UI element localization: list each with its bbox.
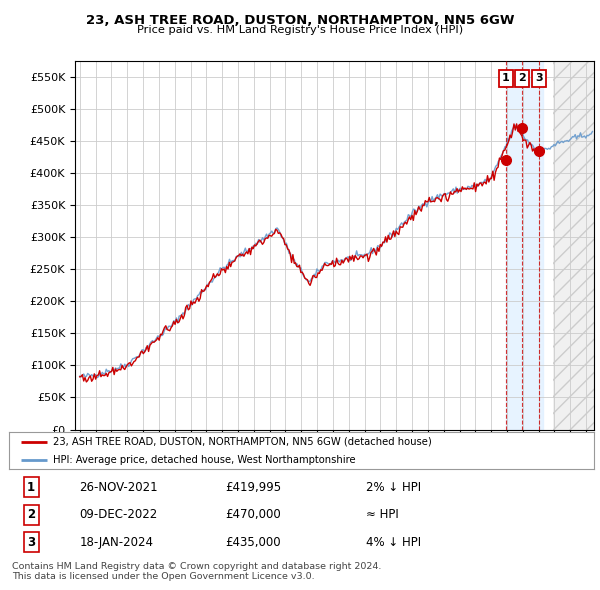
Text: £419,995: £419,995 <box>226 481 281 494</box>
Text: 18-JAN-2024: 18-JAN-2024 <box>79 536 153 549</box>
Text: 2: 2 <box>518 74 526 83</box>
Bar <box>506 61 544 430</box>
Bar <box>553 61 594 430</box>
Text: 1: 1 <box>502 74 509 83</box>
Text: Price paid vs. HM Land Registry's House Price Index (HPI): Price paid vs. HM Land Registry's House … <box>137 25 463 35</box>
Text: 23, ASH TREE ROAD, DUSTON, NORTHAMPTON, NN5 6GW: 23, ASH TREE ROAD, DUSTON, NORTHAMPTON, … <box>86 14 514 27</box>
Text: 4% ↓ HPI: 4% ↓ HPI <box>366 536 421 549</box>
Text: 1: 1 <box>27 481 35 494</box>
Text: 23, ASH TREE ROAD, DUSTON, NORTHAMPTON, NN5 6GW (detached house): 23, ASH TREE ROAD, DUSTON, NORTHAMPTON, … <box>53 437 431 447</box>
Text: £470,000: £470,000 <box>226 508 281 522</box>
Text: 2: 2 <box>27 508 35 522</box>
Text: Contains HM Land Registry data © Crown copyright and database right 2024.
This d: Contains HM Land Registry data © Crown c… <box>12 562 382 581</box>
Text: 3: 3 <box>536 74 543 83</box>
Text: ≈ HPI: ≈ HPI <box>366 508 398 522</box>
Text: 26-NOV-2021: 26-NOV-2021 <box>79 481 158 494</box>
Text: 3: 3 <box>27 536 35 549</box>
Text: HPI: Average price, detached house, West Northamptonshire: HPI: Average price, detached house, West… <box>53 455 355 465</box>
Text: 2% ↓ HPI: 2% ↓ HPI <box>366 481 421 494</box>
Text: £435,000: £435,000 <box>226 536 281 549</box>
Text: 09-DEC-2022: 09-DEC-2022 <box>79 508 157 522</box>
